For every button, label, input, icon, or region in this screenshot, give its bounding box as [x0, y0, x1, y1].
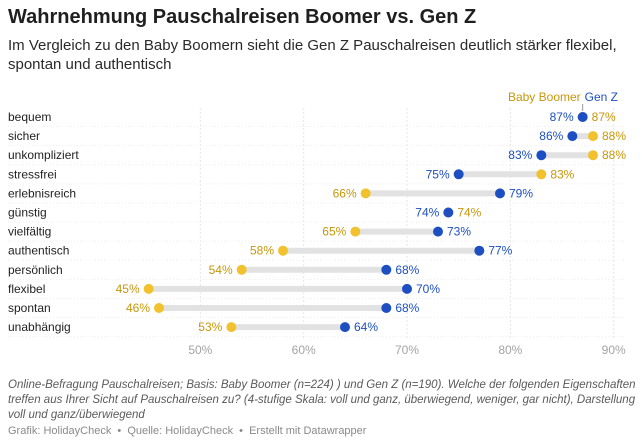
- dot-baby-boomer: [536, 169, 547, 180]
- credit-graphic: Grafik: HolidayCheck: [8, 425, 112, 437]
- dot-gen-z: [577, 112, 588, 122]
- value-label-gen-z: 83%: [508, 148, 532, 162]
- value-label-baby-boomer: 87%: [592, 110, 616, 124]
- x-tick-label: 50%: [188, 343, 212, 357]
- credit-separator: •: [239, 425, 244, 437]
- value-label-gen-z: 77%: [488, 244, 512, 258]
- value-label-gen-z: 79%: [509, 186, 533, 200]
- value-label-baby-boomer: 46%: [126, 301, 150, 315]
- category-label: persönlich: [8, 263, 63, 277]
- chart-credits: Grafik: HolidayCheck • Quelle: HolidayCh…: [8, 425, 366, 437]
- value-label-baby-boomer: 74%: [457, 206, 481, 220]
- value-label-gen-z: 68%: [395, 301, 419, 315]
- category-label: vielfältig: [8, 225, 51, 239]
- dot-baby-boomer: [154, 303, 164, 313]
- value-label-gen-z: 74%: [415, 206, 439, 220]
- credit-separator: •: [117, 425, 122, 437]
- value-label-baby-boomer: 58%: [250, 244, 274, 258]
- dot-baby-boomer: [236, 264, 247, 275]
- dot-gen-z: [567, 131, 578, 142]
- chart-title: Wahrnehmung Pauschalreisen Boomer vs. Ge…: [8, 6, 477, 28]
- value-label-baby-boomer: 88%: [602, 129, 626, 143]
- value-label-gen-z: 75%: [426, 167, 450, 181]
- value-label-gen-z: 68%: [395, 263, 419, 277]
- dot-range-chart: 50% 60% 70% 80% 90% Baby Boomer Gen Z bequem 87%…: [8, 90, 626, 357]
- value-label-gen-z: 87%: [550, 110, 574, 124]
- credit-tool: Erstellt mit Datawrapper: [249, 425, 367, 437]
- chart-subtitle: Im Vergleich zu den Baby Boomern sieht d…: [8, 37, 617, 73]
- legend-item-baby-boomer: Baby Boomer: [508, 90, 581, 104]
- credit-source: Quelle: HolidayCheck: [127, 425, 234, 437]
- dot-baby-boomer: [588, 131, 598, 142]
- x-tick-label: 90%: [602, 343, 626, 357]
- x-tick-label: 70%: [395, 343, 419, 357]
- value-label-baby-boomer: 88%: [602, 148, 626, 162]
- value-label-gen-z: 73%: [447, 225, 471, 239]
- value-label-baby-boomer: 45%: [116, 282, 140, 296]
- dot-gen-z: [495, 188, 505, 199]
- value-label-baby-boomer: 66%: [333, 186, 357, 200]
- category-label: sicher: [8, 129, 40, 143]
- dot-baby-boomer: [350, 226, 361, 237]
- value-label-gen-z: 70%: [416, 282, 440, 296]
- dot-baby-boomer: [360, 188, 371, 199]
- x-tick-label: 60%: [292, 343, 316, 357]
- value-label-gen-z: 64%: [354, 320, 378, 334]
- legend-item-gen-z: Gen Z: [585, 90, 618, 104]
- category-label: authentisch: [8, 244, 69, 258]
- dot-gen-z: [453, 169, 464, 180]
- dot-gen-z: [433, 226, 443, 237]
- category-label: erlebnisreich: [8, 186, 76, 200]
- value-label-baby-boomer: 65%: [322, 225, 346, 239]
- category-label: unabhängig: [8, 320, 71, 334]
- dot-baby-boomer: [588, 150, 598, 161]
- dot-baby-boomer: [226, 322, 237, 333]
- value-label-baby-boomer: 53%: [198, 320, 222, 334]
- category-label: günstig: [8, 206, 47, 220]
- value-label-baby-boomer: 83%: [550, 167, 574, 181]
- category-label: unkompliziert: [8, 148, 79, 162]
- value-label-gen-z: 86%: [539, 129, 563, 143]
- category-label: stressfrei: [8, 167, 57, 181]
- dot-gen-z: [340, 322, 350, 333]
- dot-gen-z: [402, 283, 412, 294]
- chart-notes: Online-Befragung Pauschalreisen; Basis: …: [8, 379, 636, 421]
- dot-gen-z: [474, 245, 485, 256]
- category-label: spontan: [8, 301, 51, 315]
- dot-gen-z: [381, 303, 392, 313]
- dot-gen-z: [536, 150, 547, 161]
- value-label-baby-boomer: 54%: [209, 263, 233, 277]
- dot-baby-boomer: [278, 245, 288, 256]
- category-label: flexibel: [8, 282, 45, 296]
- dot-baby-boomer: [143, 283, 154, 294]
- dot-gen-z: [443, 207, 454, 218]
- x-tick-label: 80%: [498, 343, 522, 357]
- category-label: bequem: [8, 110, 51, 124]
- dot-gen-z: [381, 264, 392, 275]
